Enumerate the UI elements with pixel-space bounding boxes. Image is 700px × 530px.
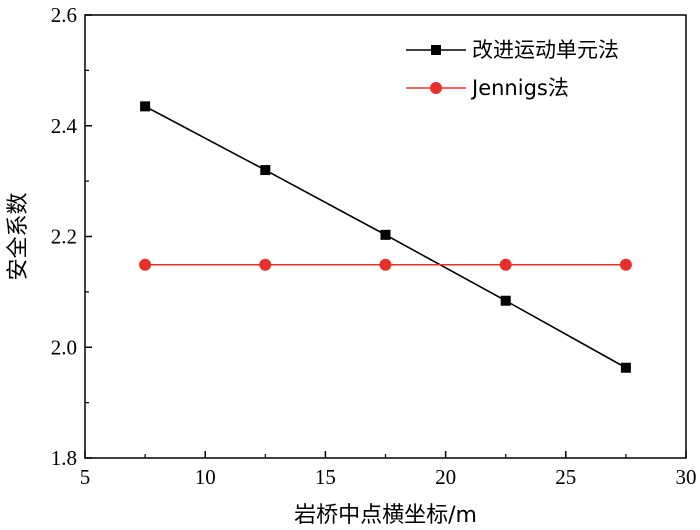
series-layer (139, 101, 632, 373)
data-point (260, 165, 271, 176)
x-tick-label: 15 (315, 465, 336, 489)
data-point (619, 258, 632, 271)
legend: 改进运动单元法 Jennigs法 (406, 38, 619, 100)
y-axis: 1.8 2.0 2.2 2.4 2.6 (51, 3, 92, 470)
x-tick-label: 10 (195, 465, 216, 489)
legend-label: Jennigs法 (470, 76, 569, 100)
x-tick-label: 20 (435, 465, 456, 489)
x-tick-label: 25 (555, 465, 576, 489)
y-tick-label: 2.0 (51, 335, 77, 359)
legend-marker (431, 45, 441, 55)
x-tick-label: 5 (80, 465, 91, 489)
data-point (140, 101, 151, 112)
legend-marker (430, 82, 442, 94)
y-tick-label: 2.6 (51, 3, 77, 27)
x-tick-label: 30 (676, 465, 697, 489)
data-point (259, 258, 272, 271)
y-tick-label: 1.8 (51, 446, 77, 470)
data-point (379, 258, 392, 271)
legend-item-2: Jennigs法 (406, 76, 569, 100)
data-point (620, 362, 631, 373)
y-tick-label: 2.2 (51, 225, 77, 249)
data-point (500, 295, 511, 306)
legend-item-1: 改进运动单元法 (406, 38, 619, 62)
x-axis: 5 10 15 20 25 30 (80, 451, 697, 489)
data-point (139, 258, 152, 271)
data-point (499, 258, 512, 271)
x-axis-title: 岩桥中点横坐标/m (294, 503, 477, 528)
series-1 (140, 101, 631, 373)
data-point (380, 229, 391, 240)
legend-label: 改进运动单元法 (472, 38, 619, 62)
y-tick-label: 2.4 (51, 114, 78, 138)
series-2 (139, 258, 632, 271)
y-axis-title: 安全系数 (6, 192, 31, 280)
